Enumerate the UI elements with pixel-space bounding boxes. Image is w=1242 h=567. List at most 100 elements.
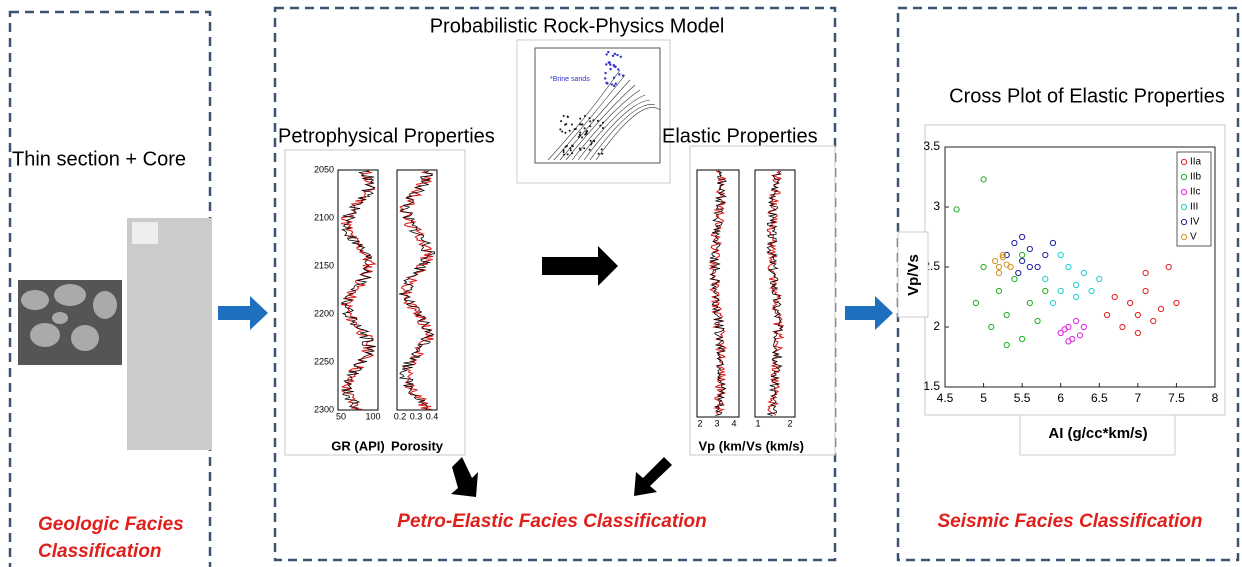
- inset-dot: [563, 151, 565, 153]
- inset-dot: [579, 134, 581, 136]
- inset-dot: [601, 153, 603, 155]
- inset-dot: [571, 152, 573, 154]
- log-tick-label: 3: [714, 418, 719, 428]
- y-tick-label: 2: [933, 319, 940, 333]
- panel-title: Probabilistic Rock-Physics Model: [430, 15, 725, 37]
- inset-dot: [569, 147, 571, 149]
- depth-tick-label: 2050: [314, 164, 334, 174]
- inset-dot: [607, 51, 609, 53]
- y-tick-label: 3: [933, 199, 940, 213]
- y-tick-label: 1.5: [923, 379, 940, 393]
- inset-dot: [561, 130, 563, 132]
- inset-dot: [620, 56, 622, 58]
- flow-arrow: [451, 457, 478, 497]
- log-label: Vs (km/s): [746, 438, 804, 453]
- section-title: Elastic Properties: [662, 125, 818, 147]
- section-title: Petrophysical Properties: [278, 125, 495, 147]
- inset-dot: [611, 83, 613, 85]
- inset-dot: [571, 145, 573, 147]
- x-tick-label: 5.5: [1014, 391, 1031, 405]
- inset-dot: [590, 140, 592, 142]
- inset-dot: [618, 73, 620, 75]
- rock-physics-inset: [517, 40, 670, 183]
- legend-label: IIb: [1190, 172, 1202, 183]
- inset-dot: [614, 66, 616, 68]
- log-tick-label: 0.3: [410, 411, 423, 421]
- log-tick-label: 2: [787, 418, 792, 428]
- inset-dot: [559, 128, 561, 130]
- inset-dot: [609, 68, 611, 70]
- inset-dot: [608, 61, 610, 63]
- inset-dot: [567, 115, 569, 117]
- inset-dot: [574, 128, 576, 130]
- depth-tick-label: 2250: [314, 356, 334, 366]
- inset-dot: [605, 63, 607, 65]
- panel-title: Thin section + Core: [12, 148, 186, 170]
- inset-dot: [569, 130, 571, 132]
- x-tick-label: 6: [1057, 391, 1064, 405]
- log-track: [338, 170, 378, 410]
- inset-dot: [564, 132, 566, 134]
- x-tick-label: 5: [980, 391, 987, 405]
- x-tick-label: 8: [1212, 391, 1219, 405]
- core-tag: [132, 222, 158, 244]
- core-photo: [127, 218, 212, 450]
- inset-dot: [589, 117, 591, 119]
- inset-dot: [602, 122, 604, 124]
- inset-dot: [570, 149, 572, 151]
- inset-dot: [609, 63, 611, 65]
- inset-dot: [602, 127, 604, 129]
- log-tick-label: 0.4: [426, 411, 439, 421]
- diagram: Thin section + Core Geologic Facies Clas…: [0, 0, 1242, 567]
- inset-dot: [584, 115, 586, 117]
- log-tick-label: 0.2: [394, 411, 407, 421]
- inset-dot: [589, 149, 591, 151]
- inset-dot: [616, 54, 618, 56]
- flow-arrow: [218, 296, 268, 330]
- y-tick-label: 3.5: [923, 139, 940, 153]
- inset-dot: [599, 125, 601, 127]
- panel-caption: Seismic Facies Classification: [937, 511, 1202, 532]
- inset-dot: [563, 115, 565, 117]
- x-axis-label: AI (g/cc*km/s): [1048, 425, 1147, 442]
- inset-dot: [597, 120, 599, 122]
- inset-dot: [565, 146, 567, 148]
- inset-dot: [591, 142, 593, 144]
- legend-label: V: [1190, 232, 1197, 243]
- inset-dot: [601, 148, 603, 150]
- flow-arrow: [542, 246, 618, 286]
- inset-dot: [581, 136, 583, 138]
- inset-dot: [589, 120, 591, 122]
- inset-dot: [567, 153, 569, 155]
- inset-dot: [584, 127, 586, 129]
- log-tick-label: 50: [336, 411, 346, 421]
- legend-label: IIc: [1190, 187, 1201, 198]
- inset-dot: [617, 68, 619, 70]
- y-axis-label: Vp/Vs: [905, 254, 922, 296]
- log-tick-label: 1: [755, 418, 760, 428]
- inset-dot: [613, 77, 615, 79]
- inset-dot: [589, 125, 591, 127]
- flow-arrow: [845, 296, 893, 330]
- inset-dot: [612, 55, 614, 57]
- inset-dot: [613, 85, 615, 87]
- inset-dot: [592, 119, 594, 121]
- inset-dot: [593, 140, 595, 142]
- inset-dot: [622, 75, 624, 77]
- log-label: Porosity: [391, 438, 444, 453]
- log-label: Vp (km/: [699, 438, 746, 453]
- log-tick-label: 2: [697, 418, 702, 428]
- panel-caption: Classification: [38, 541, 162, 562]
- inset-dot: [615, 83, 617, 85]
- inset-note: *Brine sands: [550, 76, 590, 83]
- inset-dot: [606, 82, 608, 84]
- inset-dot: [560, 120, 562, 122]
- inset-dot: [605, 53, 607, 55]
- flow-arrow: [634, 457, 672, 496]
- depth-tick-label: 2100: [314, 212, 334, 222]
- depth-tick-label: 2150: [314, 260, 334, 270]
- panel-caption: Petro-Elastic Facies Classification: [397, 511, 706, 532]
- inset-dot: [563, 149, 565, 151]
- legend-label: IIa: [1190, 157, 1202, 168]
- inset-dot: [598, 153, 600, 155]
